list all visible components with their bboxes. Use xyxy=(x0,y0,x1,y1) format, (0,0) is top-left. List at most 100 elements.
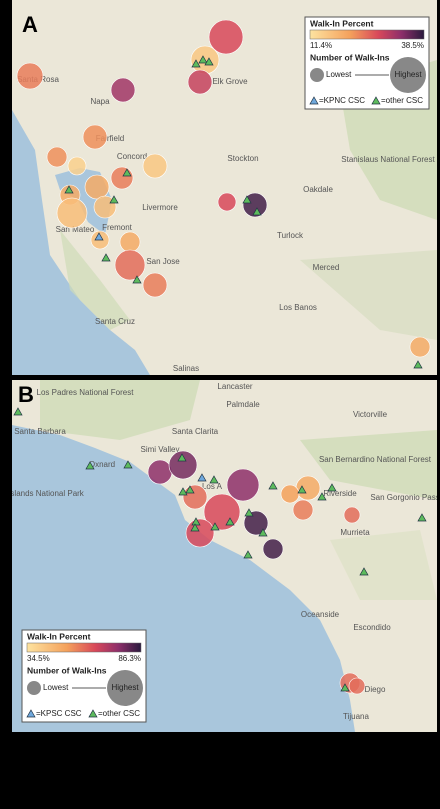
csc-marker xyxy=(309,96,319,105)
csc-marker xyxy=(101,253,111,262)
csc-marker xyxy=(191,517,201,526)
place-label: Lancaster xyxy=(217,382,252,391)
csc-marker xyxy=(197,473,207,482)
csc-marker xyxy=(94,232,104,241)
size-highest: Highest xyxy=(394,70,422,79)
legend-min: 11.4% xyxy=(310,41,332,50)
place-label: Channel Islands National Park xyxy=(0,489,85,498)
site-bubble xyxy=(168,450,198,480)
place-label: Victorville xyxy=(353,410,388,419)
site-bubble xyxy=(187,69,213,95)
csc-marker xyxy=(371,96,381,105)
site-bubble xyxy=(67,156,87,176)
csc-marker xyxy=(242,195,252,204)
place-label: Santa Clarita xyxy=(172,427,219,436)
csc-marker xyxy=(225,517,235,526)
csc-marker xyxy=(244,508,254,517)
legend-max: 38.5% xyxy=(401,41,424,50)
csc-marker xyxy=(204,57,214,66)
site-bubble xyxy=(84,174,110,200)
csc-marker xyxy=(297,485,307,494)
size-lowest: Lowest xyxy=(326,70,352,79)
csc-marker xyxy=(413,360,423,369)
place-label: Fairfield xyxy=(96,134,124,143)
site-bubble xyxy=(348,677,366,695)
csc-marker xyxy=(122,168,132,177)
site-bubble xyxy=(82,124,108,150)
site-bubble xyxy=(110,77,136,103)
csc-marker xyxy=(132,275,142,284)
csc-marker xyxy=(198,55,208,64)
site-bubble xyxy=(110,166,134,190)
place-label: Oakdale xyxy=(303,185,333,194)
place-label: Oceanside xyxy=(301,610,340,619)
legend-kp: =KPSC CSC xyxy=(36,709,82,718)
site-bubble xyxy=(343,506,361,524)
csc-marker xyxy=(109,195,119,204)
csc-marker xyxy=(185,485,195,494)
csc-marker xyxy=(190,523,200,532)
csc-marker xyxy=(252,207,262,216)
place-label: Murrieta xyxy=(340,528,370,537)
csc-marker xyxy=(327,483,337,492)
place-label: Los Banos xyxy=(279,303,317,312)
site-bubble xyxy=(292,499,314,521)
place-label: Fremont xyxy=(102,223,133,232)
csc-marker xyxy=(258,528,268,537)
csc-marker xyxy=(85,461,95,470)
legend-kp: =KPNC CSC xyxy=(319,96,365,105)
place-label: Riverside xyxy=(323,489,357,498)
place-label: Concord xyxy=(117,152,147,161)
site-bubble xyxy=(16,62,44,90)
csc-marker xyxy=(191,59,201,68)
place-label: Diego xyxy=(365,685,386,694)
place-label: Salinas xyxy=(173,364,199,373)
place-label: Turlock xyxy=(277,231,304,240)
place-label: Santa Cruz xyxy=(95,317,135,326)
place-label: Merced xyxy=(313,263,340,272)
site-bubble xyxy=(280,484,300,504)
site-bubble xyxy=(56,197,88,229)
size-lowest: Lowest xyxy=(43,683,69,692)
csc-marker xyxy=(268,481,278,490)
place-label: Los Padres National Forest xyxy=(37,388,135,397)
csc-marker xyxy=(123,460,133,469)
legend-title: Walk-In Percent xyxy=(310,18,374,28)
site-bubble xyxy=(262,538,284,560)
site-bubble xyxy=(182,484,208,510)
csc-marker xyxy=(26,709,36,718)
size-highest: Highest xyxy=(111,683,139,692)
place-label: San Jose xyxy=(146,257,180,266)
site-bubble xyxy=(114,249,146,281)
legend-max: 86.3% xyxy=(118,654,141,663)
place-label: Livermore xyxy=(142,203,178,212)
color-bar xyxy=(309,29,425,40)
place-label: Palmdale xyxy=(226,400,260,409)
legend-title: Walk-In Percent xyxy=(27,631,91,641)
legend-min: 34.5% xyxy=(27,654,50,663)
site-bubble xyxy=(217,192,237,212)
csc-marker xyxy=(209,475,219,484)
legend-other: =other CSC xyxy=(381,96,423,105)
place-label: Simi Valley xyxy=(141,445,180,454)
csc-marker xyxy=(340,683,350,692)
size-large xyxy=(107,670,143,706)
map-b: Lancaster Palmdale Victorville Los Padres N… xyxy=(0,380,437,732)
csc-marker xyxy=(317,492,327,501)
place-label: Stockton xyxy=(227,154,258,163)
site-bubble xyxy=(409,336,431,358)
site-bubble xyxy=(142,272,168,298)
size-small xyxy=(27,681,41,695)
color-bar xyxy=(26,642,142,653)
place-label: San Bernardino National Forest xyxy=(319,455,432,464)
place-label: Elk Grove xyxy=(212,77,248,86)
csc-marker xyxy=(417,513,427,522)
site-bubble xyxy=(46,146,68,168)
place-label: Los A xyxy=(202,482,223,491)
csc-marker xyxy=(88,709,98,718)
csc-marker xyxy=(13,407,23,416)
site-bubble xyxy=(147,459,173,485)
place-label: Escondido xyxy=(353,623,391,632)
place-label: Napa xyxy=(90,97,110,106)
